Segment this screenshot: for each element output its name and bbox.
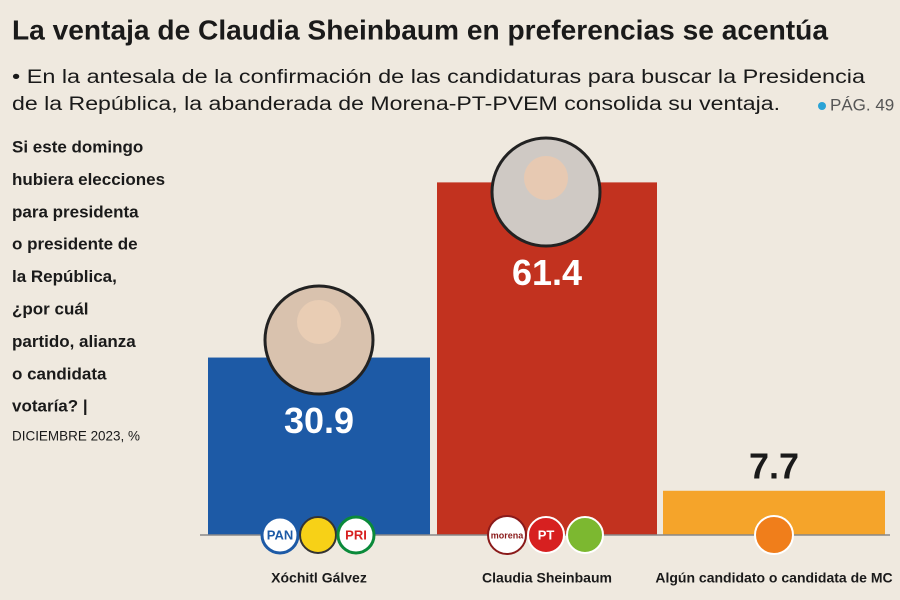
subtitle: de la República, la abanderada de Morena… xyxy=(12,94,780,115)
note: DICIEMBRE 2023, % xyxy=(12,428,140,444)
value-label: 61.4 xyxy=(512,252,582,293)
page-ref: PÁG. 49 xyxy=(830,95,894,114)
question: Si este domingo hubiera elecciones para pr… xyxy=(12,137,165,415)
chart-title: La ventaja de Claudia Sheinbaum en prefe… xyxy=(12,14,828,45)
value-label: 7.7 xyxy=(749,445,799,486)
logo xyxy=(487,515,527,555)
logo xyxy=(299,516,337,554)
party-label: PAN xyxy=(267,527,293,542)
x-tick-label: Xóchitl Gálvez xyxy=(271,570,367,586)
party-label: PRI xyxy=(345,527,367,542)
logo xyxy=(260,515,300,555)
question-line: ¿por cuál xyxy=(12,299,89,318)
party-label: PT xyxy=(538,527,555,542)
party-label: morena xyxy=(491,530,525,540)
question-line: la República, xyxy=(12,267,117,286)
question-line: Si este domingo xyxy=(12,137,143,156)
logo xyxy=(527,516,565,554)
question-line: partido, alianza xyxy=(12,332,136,351)
question-line: o presidente de xyxy=(12,235,138,254)
question-line: votaría? | xyxy=(12,397,88,416)
question-line: para presidenta xyxy=(12,202,139,221)
page-dot xyxy=(818,102,826,110)
logo xyxy=(754,515,794,555)
x-tick-label: Algún candidato o candidata de MC xyxy=(655,570,892,586)
question-line: hubiera elecciones xyxy=(12,170,165,189)
question-line: o candidata xyxy=(12,364,107,383)
photo-face xyxy=(297,300,341,344)
value-label: 30.9 xyxy=(284,400,354,441)
photo-face xyxy=(524,156,568,200)
logo xyxy=(566,516,604,554)
logo xyxy=(336,515,376,555)
subtitle: • En la antesala de la confirmación de l… xyxy=(12,67,866,88)
x-tick-label: Claudia Sheinbaum xyxy=(482,570,612,586)
